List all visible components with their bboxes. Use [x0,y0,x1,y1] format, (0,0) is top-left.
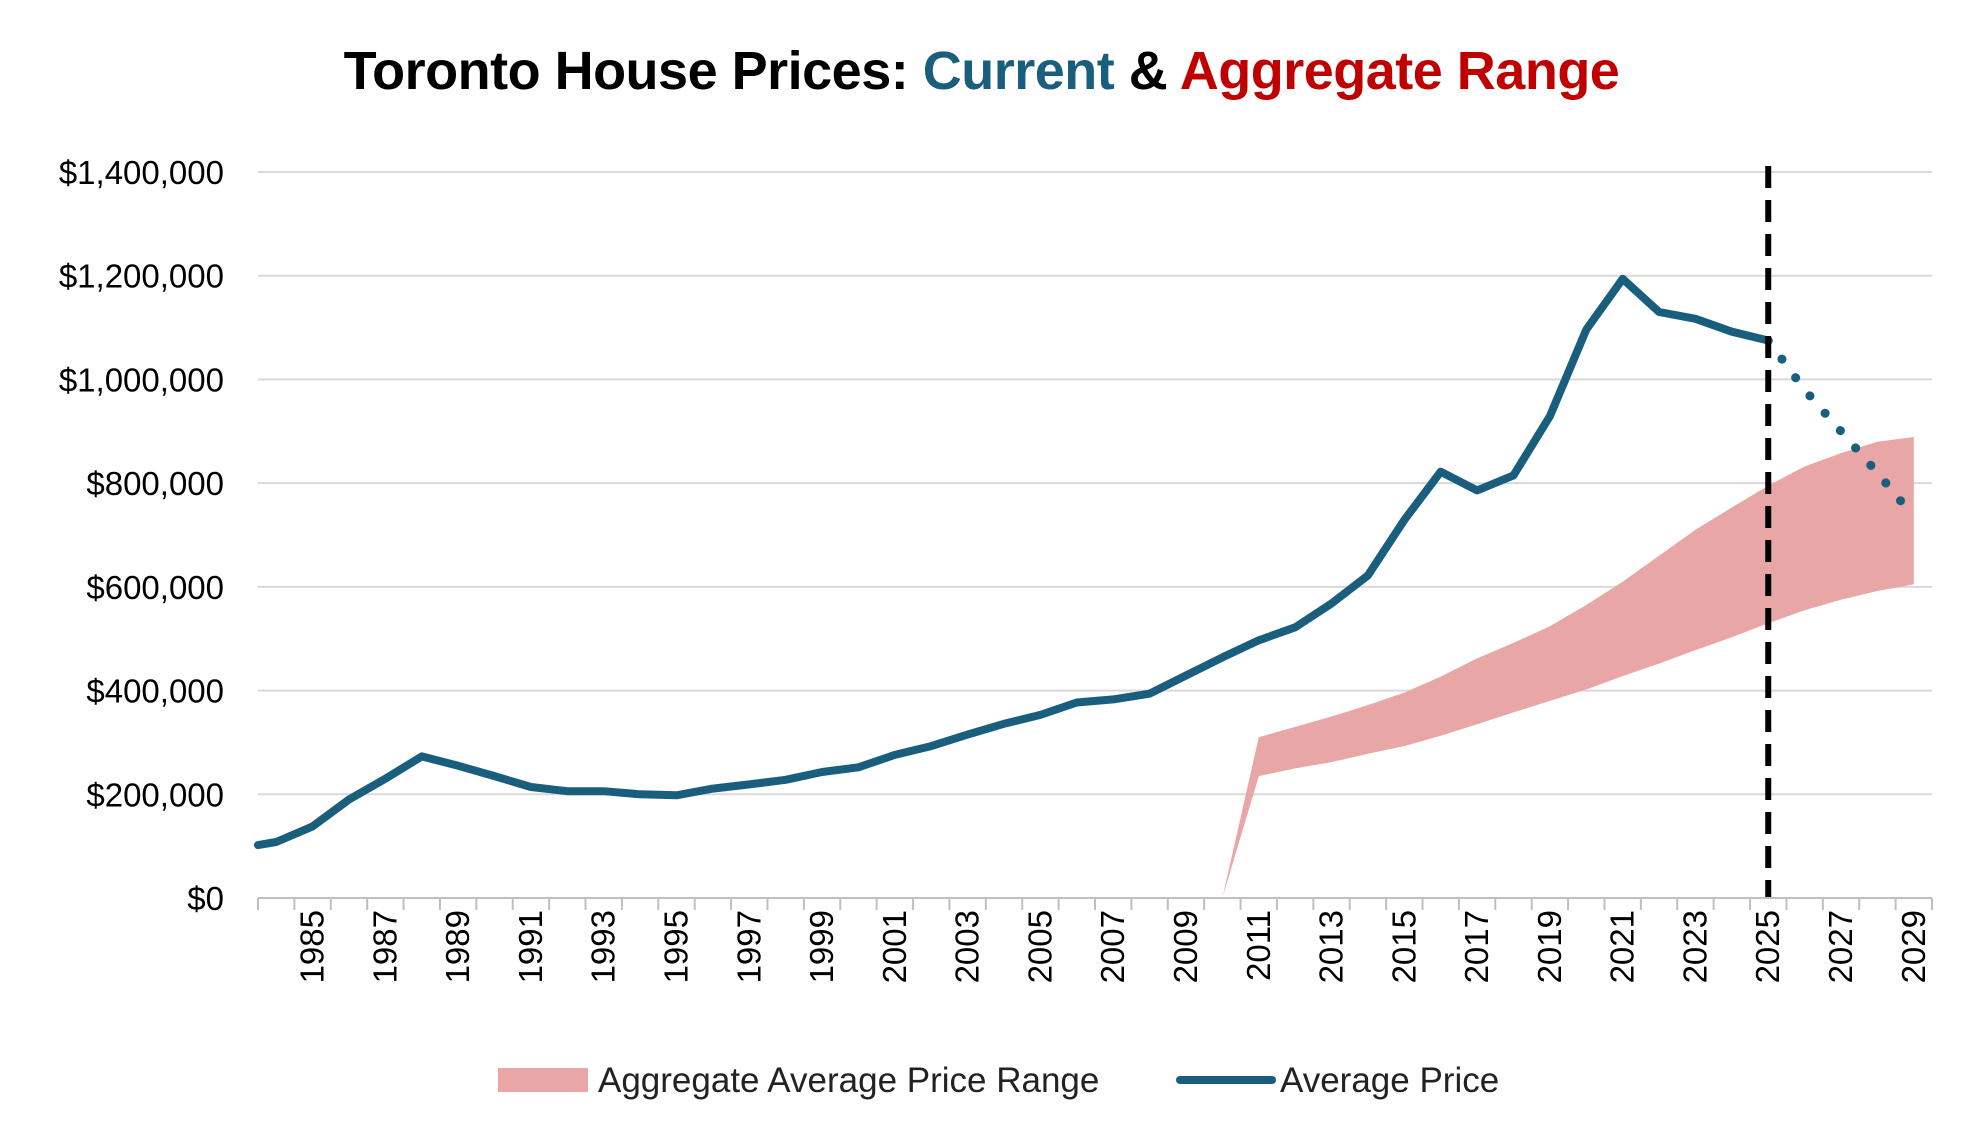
x-tick-label: 1985 [294,910,331,983]
y-tick-label: $0 [187,880,224,917]
average-price-line [254,274,1773,850]
chart-title: Toronto House Prices: Current & Aggregat… [0,40,1963,102]
x-tick-label: 2027 [1822,910,1859,983]
range-band-layer [1222,437,1914,898]
title-aggregate-range: Aggregate Range [1179,41,1620,101]
x-tick-label: 2029 [1895,910,1932,983]
y-tick-label: $800,000 [86,465,224,502]
x-tick-label: 2011 [1240,910,1277,981]
x-tick-label: 1987 [366,910,403,983]
x-tick-label: 1989 [439,910,476,983]
x-tick-label: 2007 [1094,910,1131,983]
x-tick-label: 2025 [1749,910,1786,983]
legend-label-range: Aggregate Average Price Range [598,1061,1099,1100]
y-tick-label: $200,000 [86,776,224,813]
aggregate-range-band [1222,437,1914,898]
forecast-dotted-line [1763,336,1919,522]
title-part-1: Toronto House Prices: [343,41,923,101]
x-tick-label: 2021 [1604,910,1641,983]
y-tick-label: $400,000 [86,673,224,710]
line-layer [254,274,1919,850]
x-tick-label: 2023 [1676,910,1713,983]
legend-swatch-range [498,1068,588,1092]
title-ampersand: & [1114,41,1180,101]
x-tick-label: 2017 [1458,910,1495,983]
x-tick-label: 2005 [1021,910,1058,983]
x-tick-label: 1999 [803,910,840,983]
x-tick-label: 2009 [1167,910,1204,983]
x-tick-label: 2015 [1385,910,1422,983]
y-tick-label: $1,000,000 [59,361,224,398]
y-tick-label: $600,000 [86,569,224,606]
x-tick-label: 2003 [949,910,986,983]
title-current: Current [922,41,1115,101]
x-tick-label: 2001 [876,910,913,983]
y-tick-label: $1,200,000 [59,258,224,295]
legend-label-average: Average Price [1280,1061,1499,1100]
axis-layer: $0 $200,000 $400,000 $600,000 $800,000 $1,000… [59,154,1933,983]
x-tick-label: 2013 [1313,910,1350,983]
x-tick-label: 2019 [1531,910,1568,983]
y-tick-label: $1,400,000 [59,154,224,191]
x-tick-label: 1997 [730,910,767,983]
x-tick-label: 1995 [658,910,695,983]
x-tick-label: 1991 [512,910,549,983]
x-tick-label: 1993 [585,910,622,983]
legend: Aggregate Average Price Range Average Pri… [498,1061,1499,1100]
